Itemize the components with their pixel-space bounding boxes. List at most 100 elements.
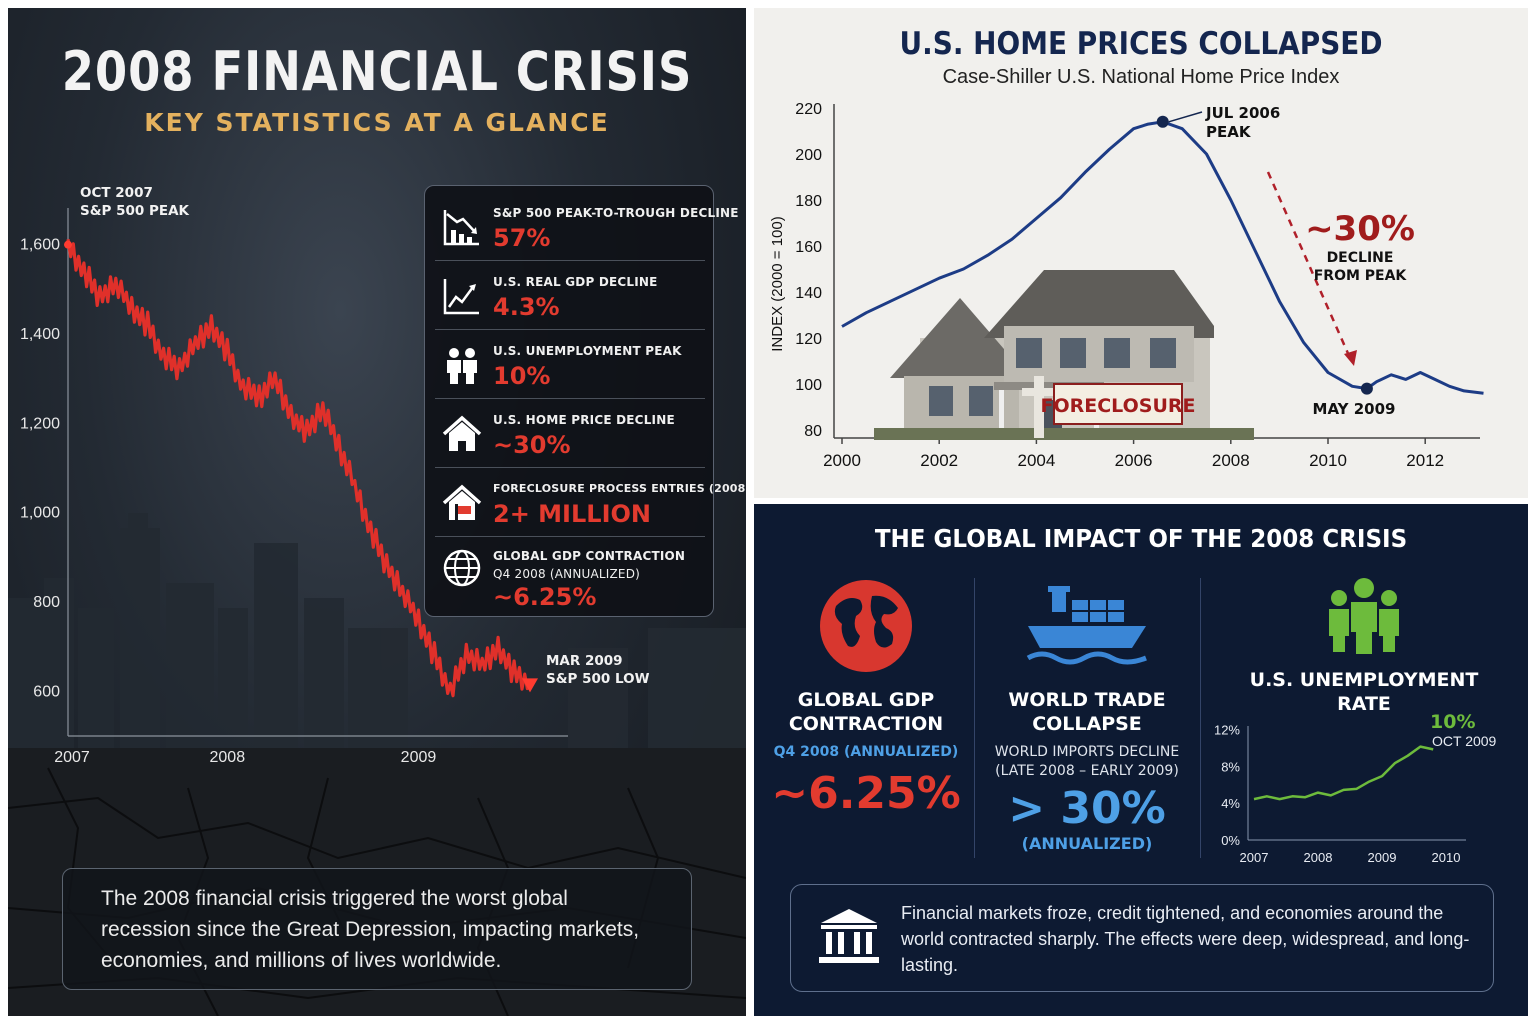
unemployment-chart: 0% 4% 8% 12% 2007 2008 2009 2010 10% OCT 2009 xyxy=(1214,711,1497,865)
gdp-sub: Q4 2008 (ANNUALIZED) xyxy=(773,744,959,760)
sp500-peak-annotation: OCT 2007 S&P 500 PEAK xyxy=(80,184,189,220)
left-note: The 2008 financial crisis triggered the … xyxy=(62,868,692,990)
trough-label: MAY 2009 xyxy=(1313,400,1396,418)
divider xyxy=(1200,578,1201,858)
unemp-y-tick: 12% xyxy=(1214,723,1240,738)
home-y-tick: 180 xyxy=(795,193,822,210)
home-x-tick: 2000 xyxy=(823,451,861,470)
home-y-tick: 100 xyxy=(795,377,822,394)
home-x-tick: 2004 xyxy=(1017,451,1055,470)
stat-label: FORECLOSURE PROCESS ENTRIES (2008) xyxy=(493,482,746,495)
stat-row-foreclosure: FORECLOSURE PROCESS ENTRIES (2008) 2+ MI… xyxy=(435,468,746,537)
sp500-panel: 2008 FINANCIAL CRISIS KEY STATISTICS AT … xyxy=(8,8,746,1016)
unemp-x-tick: 2009 xyxy=(1368,850,1397,865)
stat-label: U.S. UNEMPLOYMENT PEAK xyxy=(493,344,682,358)
city-skyline xyxy=(8,513,746,758)
stat-value: 57% xyxy=(493,224,551,252)
home-x-tick: 2008 xyxy=(1212,451,1250,470)
unemp-heading-2: RATE xyxy=(1337,693,1391,715)
trade-sub-1: WORLD IMPORTS DECLINE xyxy=(994,744,1180,760)
house-icon xyxy=(442,415,482,451)
unemp-peak-value: 10% xyxy=(1430,711,1475,733)
global-impact-panel: THE GLOBAL IMPACT OF THE 2008 CRISIS GLO… xyxy=(754,504,1528,1016)
home-y-tick: 80 xyxy=(804,423,822,440)
trade-sub-2: (LATE 2008 – EARLY 2009) xyxy=(995,763,1179,779)
unemployment-series-line xyxy=(1253,745,1434,801)
peak-label-text: PEAK xyxy=(1206,123,1252,141)
home-price-panel: U.S. HOME PRICES COLLAPSED Case-Shiller … xyxy=(754,8,1528,498)
stat-row-global-gdp: GLOBAL GDP CONTRACTION Q4 2008 (ANNUALIZ… xyxy=(435,537,705,617)
stat-row-sp500: S&P 500 PEAK-TO-TROUGH DECLINE 57% xyxy=(435,192,738,261)
stat-value: ~6.25% xyxy=(493,583,597,611)
divider xyxy=(974,578,975,858)
home-y-axis-label: INDEX (2000 = 100) xyxy=(769,216,786,352)
home-y-tick: 220 xyxy=(795,101,822,118)
green-people-icon xyxy=(1329,578,1399,654)
stat-value: 10% xyxy=(493,362,551,390)
main-subtitle: KEY STATISTICS AT A GLANCE xyxy=(144,108,610,137)
line-chart-icon xyxy=(443,279,479,315)
home-x-tick: 2010 xyxy=(1309,451,1347,470)
world-trade-column: WORLD TRADE COLLAPSE WORLD IMPORTS DECLI… xyxy=(980,576,1194,853)
stats-box: S&P 500 PEAK-TO-TROUGH DECLINE 57% U.S. … xyxy=(424,185,746,617)
home-y-tick: 200 xyxy=(795,147,822,164)
house-illustration xyxy=(874,270,1254,440)
global-note-text: Financial markets froze, credit tightene… xyxy=(901,903,1470,975)
global-gdp-column: GLOBAL GDP CONTRACTION Q4 2008 (ANNUALIZ… xyxy=(764,576,968,819)
decline-arrowhead xyxy=(1344,350,1357,366)
foreclosure-sign-text: FORECLOSURE xyxy=(1041,395,1196,417)
home-price-chart: INDEX (2000 = 100) 801001201401601802002… xyxy=(769,101,1484,470)
gdp-heading-2: CONTRACTION xyxy=(788,713,944,735)
peak-text: S&P 500 PEAK xyxy=(80,203,189,219)
home-trough-marker xyxy=(1360,382,1373,395)
declining-chart-icon xyxy=(443,210,479,246)
stat-value: 4.3% xyxy=(493,293,560,321)
sp500-peak-marker xyxy=(64,240,72,249)
sp500-low-annotation: MAR 2009 S&P 500 LOW xyxy=(546,652,649,688)
stat-label: S&P 500 PEAK-TO-TROUGH DECLINE xyxy=(493,206,739,220)
decline-arrow-line xyxy=(1266,171,1352,359)
home-chart-title: U.S. HOME PRICES COLLAPSED xyxy=(899,26,1383,62)
sp500-series-line xyxy=(66,239,532,698)
sp500-y-tick: 1,600 xyxy=(20,237,60,254)
unemp-y-tick: 4% xyxy=(1221,796,1240,811)
sp500-y-tick: 800 xyxy=(33,594,60,611)
home-x-tick: 2002 xyxy=(920,451,958,470)
stat-value: 2+ MILLION xyxy=(493,500,651,528)
unemp-x-tick: 2010 xyxy=(1432,850,1461,865)
unemp-x-tick: 2007 xyxy=(1240,850,1269,865)
globe-icon xyxy=(443,549,481,587)
main-title: 2008 FINANCIAL CRISIS xyxy=(61,40,693,103)
decline-value: ~30% xyxy=(1305,209,1415,249)
home-price-series-line xyxy=(841,120,1484,395)
sp500-y-tick: 600 xyxy=(33,683,60,700)
trade-heading-2: COLLAPSE xyxy=(1032,713,1142,735)
global-note: Financial markets froze, credit tightene… xyxy=(790,884,1494,992)
unemp-peak-date: OCT 2009 xyxy=(1432,733,1497,749)
unemp-x-tick: 2008 xyxy=(1304,850,1333,865)
stat-label: U.S. REAL GDP DECLINE xyxy=(493,275,658,289)
home-peak-marker xyxy=(1156,115,1169,128)
peak-date: OCT 2007 xyxy=(80,185,153,201)
stat-row-unemployment: U.S. UNEMPLOYMENT PEAK 10% xyxy=(435,330,705,399)
cargo-ship-icon xyxy=(1026,586,1147,665)
stat-value: ~30% xyxy=(493,431,571,459)
sp500-y-tick: 1,000 xyxy=(20,505,60,522)
sp500-x-tick: 2009 xyxy=(401,749,437,766)
home-chart-subtitle: Case-Shiller U.S. National Home Price In… xyxy=(942,66,1340,88)
unemployment-column: U.S. UNEMPLOYMENT RATE xyxy=(1204,576,1524,716)
sp500-y-tick: 1,400 xyxy=(20,326,60,343)
foreclosure-house-icon xyxy=(442,484,482,520)
trade-value: > 30% xyxy=(1008,783,1166,834)
decline-text-2: FROM PEAK xyxy=(1314,268,1408,284)
sp500-x-tick: 2007 xyxy=(54,749,90,766)
stat-row-home-price: U.S. HOME PRICE DECLINE ~30% xyxy=(435,399,705,468)
unemp-heading-1: U.S. UNEMPLOYMENT xyxy=(1249,669,1479,691)
sp500-low-arrow xyxy=(522,678,538,693)
unemp-y-tick: 0% xyxy=(1221,833,1240,848)
trade-heading-1: WORLD TRADE xyxy=(1008,689,1166,711)
sp500-y-tick: 1,200 xyxy=(20,415,60,432)
low-text: S&P 500 LOW xyxy=(546,671,650,687)
unemp-y-tick: 8% xyxy=(1221,759,1240,774)
